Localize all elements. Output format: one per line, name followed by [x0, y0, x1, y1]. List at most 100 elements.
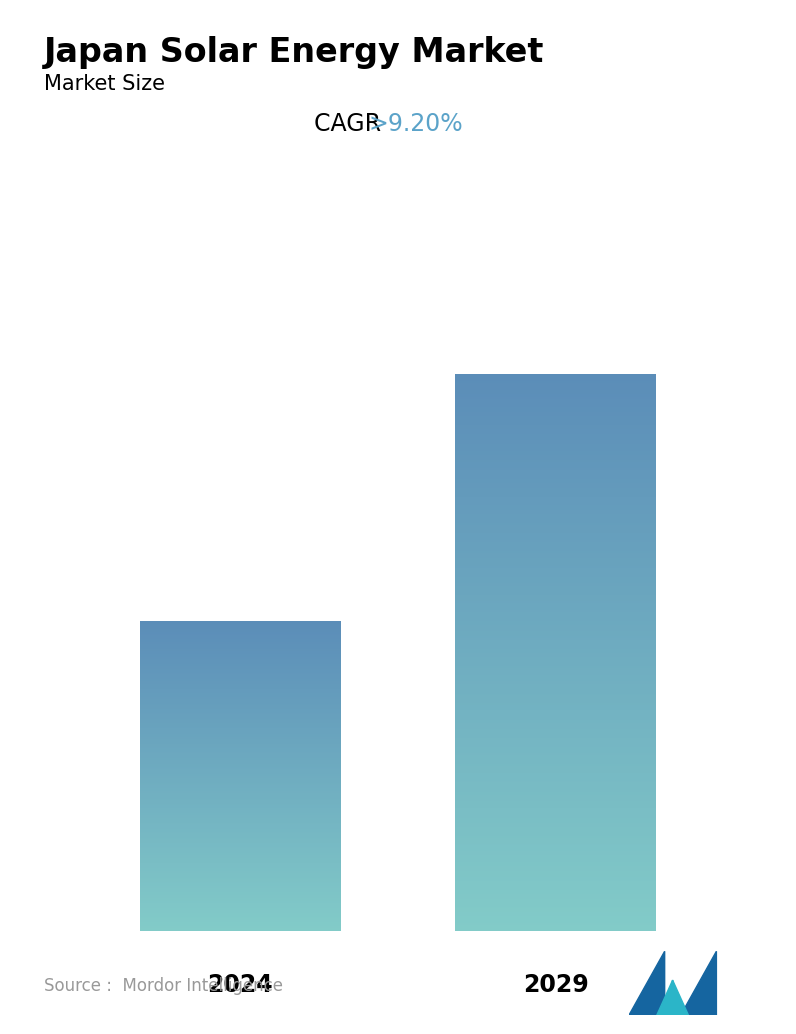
- Bar: [455, 847, 656, 849]
- Bar: [140, 648, 341, 650]
- Bar: [140, 820, 341, 821]
- Bar: [455, 428, 656, 431]
- Bar: [455, 871, 656, 873]
- Bar: [140, 786, 341, 787]
- Bar: [140, 927, 341, 930]
- Bar: [455, 407, 656, 410]
- Bar: [455, 891, 656, 893]
- Bar: [455, 521, 656, 523]
- Bar: [140, 843, 341, 844]
- Bar: [455, 379, 656, 383]
- Bar: [140, 881, 341, 883]
- Bar: [455, 904, 656, 907]
- Bar: [455, 610, 656, 612]
- Bar: [140, 706, 341, 708]
- Bar: [455, 470, 656, 474]
- Bar: [455, 915, 656, 917]
- Bar: [140, 737, 341, 738]
- Bar: [140, 813, 341, 814]
- Bar: [140, 831, 341, 832]
- Bar: [455, 513, 656, 516]
- Bar: [455, 487, 656, 490]
- Bar: [455, 478, 656, 481]
- Bar: [140, 818, 341, 819]
- Bar: [140, 844, 341, 845]
- Bar: [455, 887, 656, 890]
- Bar: [455, 582, 656, 584]
- Bar: [140, 877, 341, 879]
- Bar: [140, 649, 341, 651]
- Bar: [140, 624, 341, 626]
- Bar: [140, 679, 341, 681]
- Bar: [140, 716, 341, 718]
- Bar: [140, 784, 341, 785]
- Bar: [455, 896, 656, 900]
- Bar: [140, 670, 341, 672]
- Bar: [455, 880, 656, 882]
- Bar: [140, 770, 341, 771]
- Bar: [140, 681, 341, 683]
- Bar: [140, 640, 341, 642]
- Bar: [140, 697, 341, 699]
- Bar: [455, 800, 656, 802]
- Bar: [455, 473, 656, 475]
- Bar: [455, 515, 656, 518]
- Bar: [140, 812, 341, 813]
- Bar: [455, 608, 656, 610]
- Bar: [455, 810, 656, 812]
- Bar: [140, 661, 341, 663]
- Bar: [455, 815, 656, 818]
- Bar: [455, 911, 656, 914]
- Bar: [140, 659, 341, 661]
- Bar: [140, 707, 341, 709]
- Bar: [140, 636, 341, 638]
- Bar: [455, 630, 656, 633]
- Bar: [140, 894, 341, 896]
- Bar: [140, 823, 341, 824]
- Bar: [140, 860, 341, 862]
- Bar: [140, 778, 341, 779]
- Bar: [140, 651, 341, 653]
- Bar: [455, 534, 656, 537]
- Bar: [455, 583, 656, 586]
- Bar: [140, 686, 341, 688]
- Bar: [455, 782, 656, 785]
- Bar: [140, 735, 341, 737]
- Bar: [455, 856, 656, 858]
- Bar: [455, 564, 656, 566]
- Bar: [455, 433, 656, 436]
- Bar: [455, 643, 656, 645]
- Bar: [455, 636, 656, 638]
- Bar: [140, 662, 341, 664]
- Bar: [455, 902, 656, 905]
- Bar: [455, 882, 656, 884]
- Bar: [140, 891, 341, 893]
- Bar: [455, 536, 656, 538]
- Bar: [455, 789, 656, 792]
- Bar: [455, 878, 656, 881]
- Bar: [140, 914, 341, 916]
- Bar: [140, 868, 341, 870]
- Bar: [455, 885, 656, 888]
- Bar: [140, 886, 341, 888]
- Bar: [455, 804, 656, 807]
- Bar: [140, 854, 341, 855]
- Bar: [455, 663, 656, 666]
- Bar: [140, 760, 341, 761]
- Bar: [455, 580, 656, 582]
- Bar: [455, 554, 656, 556]
- Bar: [140, 668, 341, 670]
- Bar: [455, 400, 656, 403]
- Bar: [455, 587, 656, 590]
- Bar: [140, 809, 341, 810]
- Bar: [140, 700, 341, 702]
- Bar: [455, 680, 656, 682]
- Bar: [455, 398, 656, 401]
- Bar: [455, 845, 656, 847]
- Bar: [140, 866, 341, 869]
- Bar: [140, 827, 341, 828]
- Bar: [455, 772, 656, 776]
- Bar: [455, 524, 656, 527]
- Bar: [455, 419, 656, 422]
- Bar: [140, 919, 341, 921]
